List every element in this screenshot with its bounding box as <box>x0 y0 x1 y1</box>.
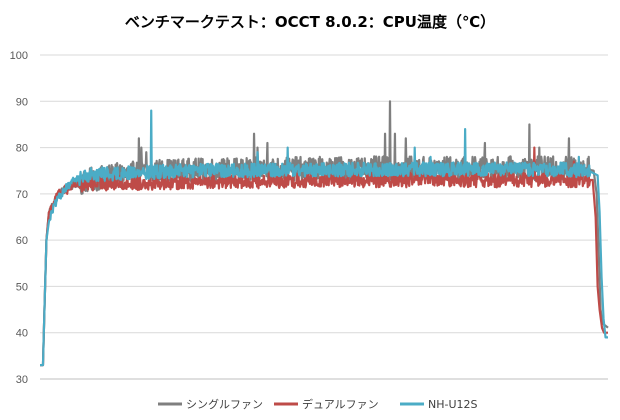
series-line-2 <box>39 146 609 367</box>
legend-label: NH-U12S <box>428 398 478 411</box>
series-line-1 <box>39 100 609 367</box>
legend-label: デュアルファン <box>302 397 379 411</box>
y-tick-label: 80 <box>16 143 28 155</box>
y-tick-label: 90 <box>16 96 28 108</box>
series-line-3 <box>39 109 609 367</box>
y-tick-label: 30 <box>16 374 28 386</box>
legend-label: シングルファン <box>186 397 263 411</box>
y-tick-label: 50 <box>16 281 28 293</box>
y-tick-label: 40 <box>16 328 28 340</box>
y-tick-label: 100 <box>10 50 28 62</box>
y-tick-label: 60 <box>16 235 28 247</box>
chart-title: ベンチマークテスト：OCCT 8.0.2：CPU温度（℃） <box>124 13 496 31</box>
y-tick-label: 70 <box>16 189 28 201</box>
